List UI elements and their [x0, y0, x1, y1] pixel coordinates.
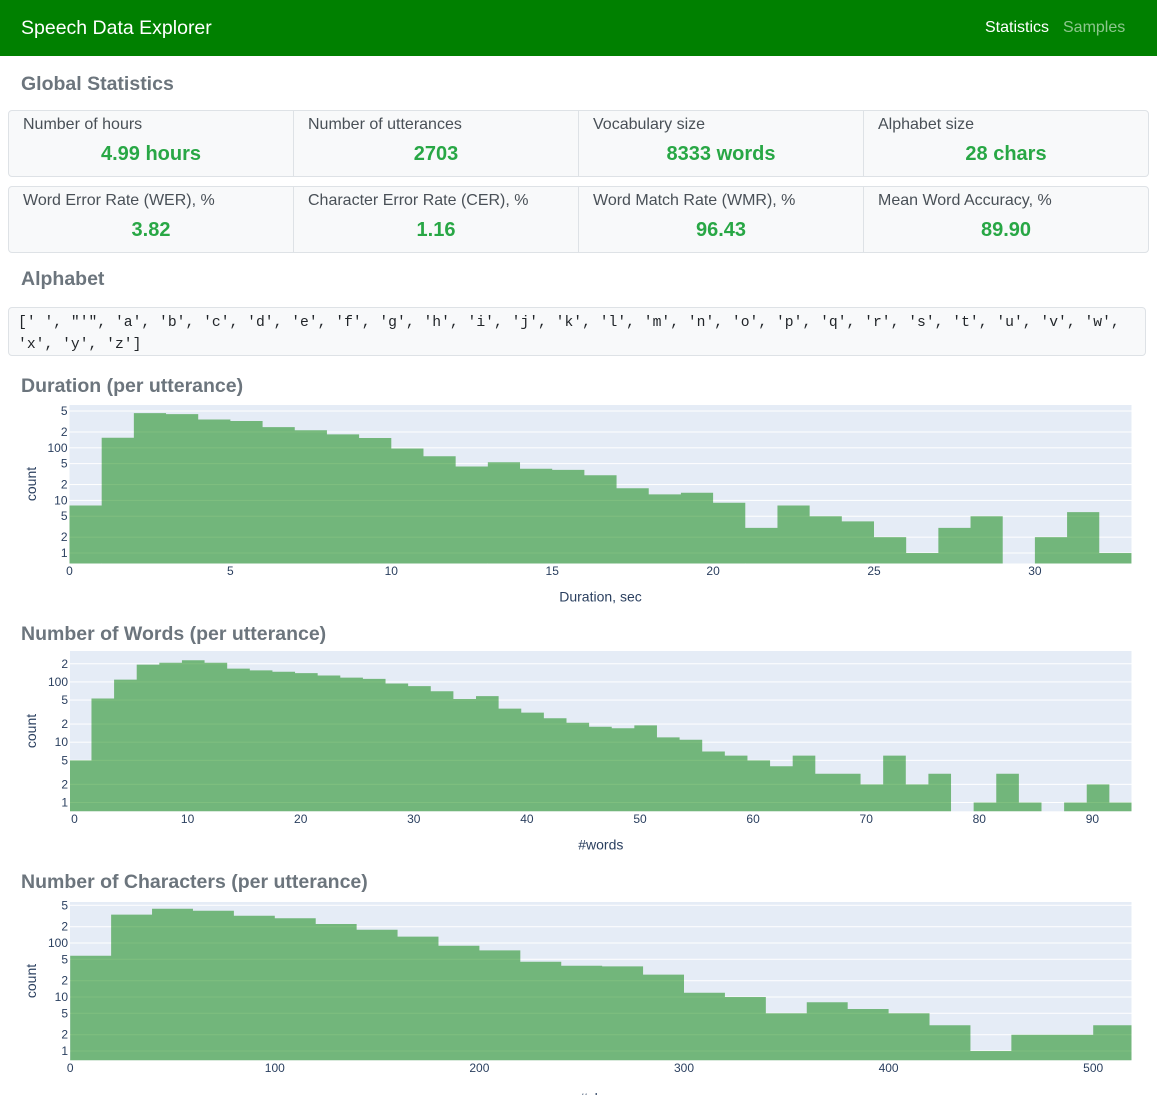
svg-text:50: 50 — [633, 812, 647, 826]
svg-text:0: 0 — [66, 564, 73, 578]
svg-text:10: 10 — [55, 990, 69, 1004]
svg-text:2: 2 — [61, 1028, 68, 1042]
svg-text:count: count — [23, 964, 39, 998]
svg-text:2: 2 — [61, 974, 68, 988]
svg-text:100: 100 — [48, 936, 68, 950]
svg-text:70: 70 — [860, 812, 874, 826]
svg-text:10: 10 — [55, 735, 69, 749]
svg-text:#chars: #chars — [580, 1090, 622, 1095]
svg-text:#words: #words — [578, 837, 623, 853]
svg-text:2: 2 — [61, 425, 68, 439]
svg-text:5: 5 — [61, 693, 68, 707]
svg-text:60: 60 — [746, 812, 760, 826]
svg-text:400: 400 — [879, 1061, 899, 1075]
svg-text:2: 2 — [61, 717, 68, 731]
svg-text:500: 500 — [1083, 1061, 1103, 1075]
svg-text:30: 30 — [1028, 564, 1042, 578]
svg-text:2: 2 — [61, 478, 68, 492]
svg-text:0: 0 — [67, 1061, 74, 1075]
svg-text:5: 5 — [61, 898, 68, 912]
svg-text:25: 25 — [867, 564, 881, 578]
svg-text:5: 5 — [227, 564, 234, 578]
svg-text:80: 80 — [973, 812, 987, 826]
svg-text:1: 1 — [61, 546, 68, 560]
svg-text:40: 40 — [520, 812, 534, 826]
svg-text:2: 2 — [61, 657, 68, 671]
svg-text:100: 100 — [48, 675, 68, 689]
svg-text:300: 300 — [674, 1061, 694, 1075]
svg-text:Duration, sec: Duration, sec — [559, 589, 641, 605]
svg-text:5: 5 — [61, 753, 68, 767]
svg-text:10: 10 — [385, 564, 399, 578]
svg-text:100: 100 — [265, 1061, 285, 1075]
svg-text:1: 1 — [61, 796, 68, 810]
svg-text:2: 2 — [61, 920, 68, 934]
svg-text:200: 200 — [469, 1061, 489, 1075]
svg-text:90: 90 — [1086, 812, 1100, 826]
svg-text:5: 5 — [61, 1006, 68, 1020]
svg-text:1: 1 — [61, 1044, 68, 1058]
svg-text:30: 30 — [407, 812, 421, 826]
svg-text:2: 2 — [61, 530, 68, 544]
svg-text:5: 5 — [61, 404, 68, 418]
svg-text:count: count — [23, 467, 39, 501]
svg-text:10: 10 — [54, 493, 68, 507]
svg-text:2: 2 — [61, 777, 68, 791]
svg-text:10: 10 — [181, 812, 195, 826]
svg-text:5: 5 — [61, 457, 68, 471]
svg-text:15: 15 — [546, 564, 560, 578]
svg-text:5: 5 — [61, 509, 68, 523]
svg-text:0: 0 — [71, 812, 78, 826]
svg-text:5: 5 — [61, 952, 68, 966]
svg-text:20: 20 — [294, 812, 308, 826]
svg-text:20: 20 — [706, 564, 720, 578]
svg-text:count: count — [23, 714, 39, 748]
svg-text:100: 100 — [47, 441, 67, 455]
